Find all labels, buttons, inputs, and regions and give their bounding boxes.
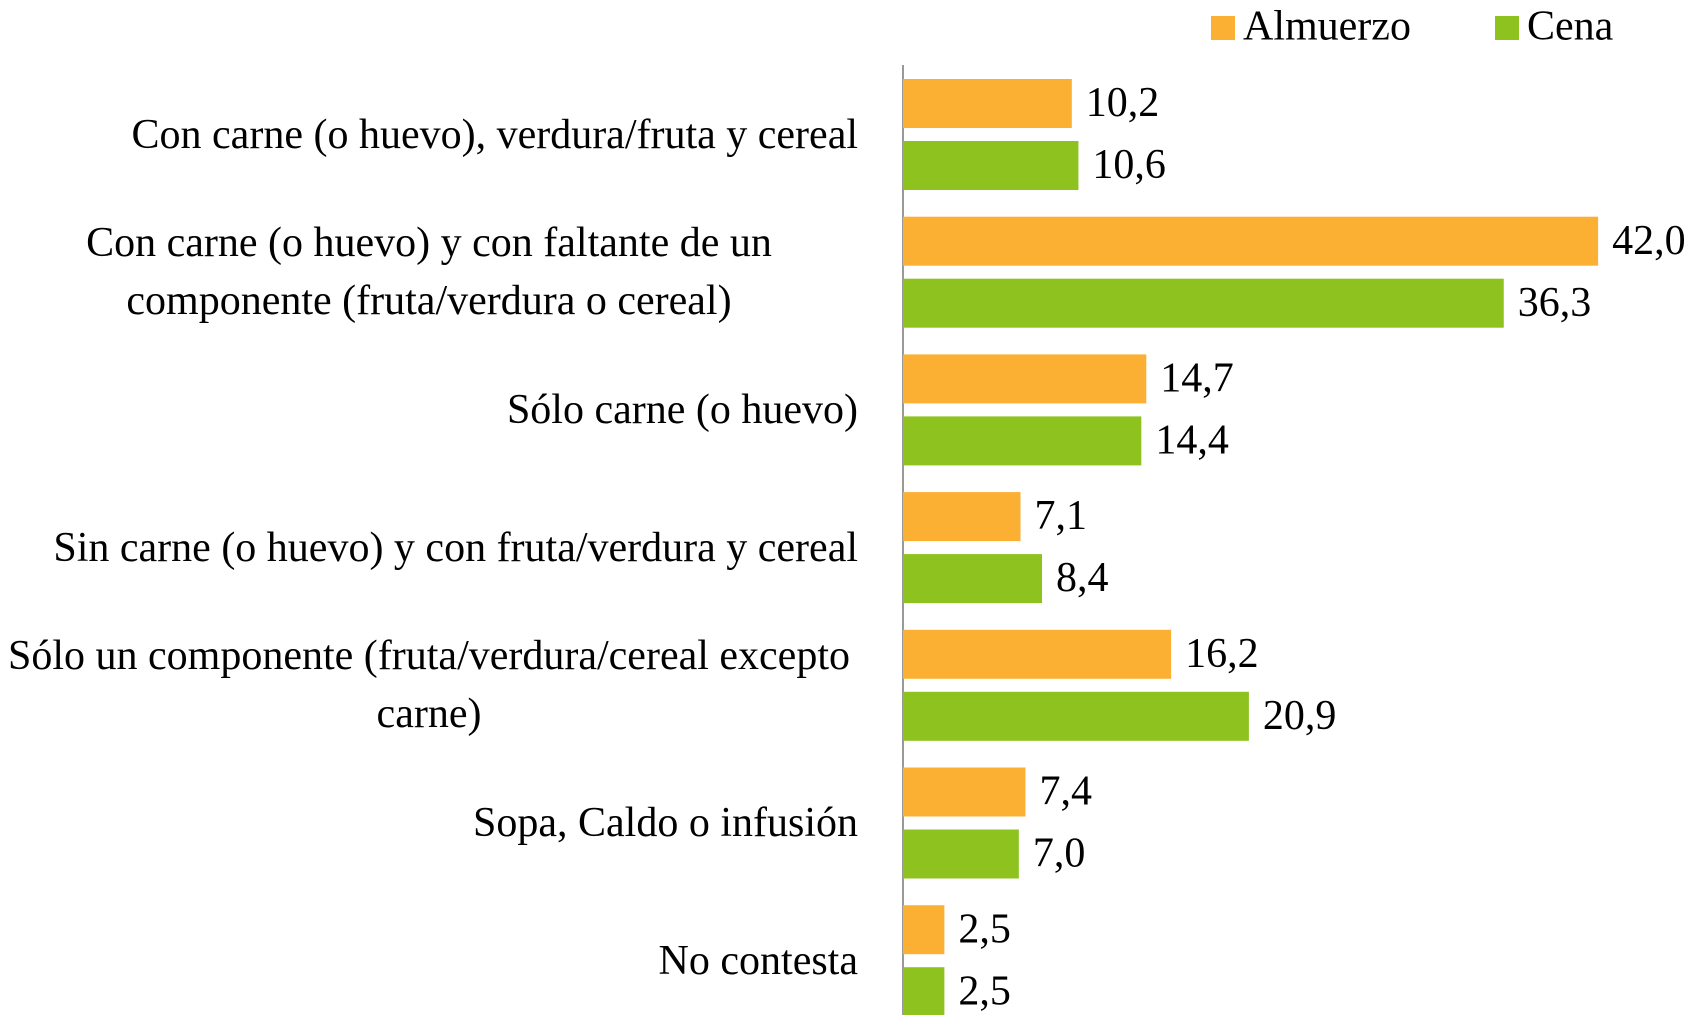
category-label: No contesta bbox=[658, 937, 858, 984]
category-label: Con carne (o huevo), verdura/fruta y cer… bbox=[131, 111, 858, 158]
bar bbox=[903, 829, 1019, 879]
category-label: Sopa, Caldo o infusión bbox=[473, 800, 858, 846]
bar bbox=[903, 967, 945, 1015]
bar bbox=[903, 492, 1021, 542]
value-label: 2,5 bbox=[958, 968, 1011, 1014]
bar bbox=[903, 905, 945, 955]
value-label: 42,0 bbox=[1612, 218, 1686, 264]
value-label: 14,4 bbox=[1155, 418, 1229, 464]
value-label: 7,4 bbox=[1039, 769, 1092, 815]
bar bbox=[903, 767, 1026, 817]
bar bbox=[903, 416, 1142, 466]
legend-swatch bbox=[1211, 16, 1235, 40]
value-label: 8,4 bbox=[1056, 555, 1109, 601]
value-label: 7,1 bbox=[1035, 493, 1088, 539]
category-label: Con carne (o huevo) y con faltante de un… bbox=[86, 220, 772, 325]
value-label: 36,3 bbox=[1518, 280, 1592, 326]
bar bbox=[903, 354, 1147, 404]
value-label: 2,5 bbox=[958, 906, 1011, 952]
bar bbox=[903, 79, 1072, 128]
bar bbox=[903, 554, 1043, 604]
category-label: Sin carne (o huevo) y con fruta/verdura … bbox=[53, 524, 858, 571]
bar bbox=[903, 216, 1599, 266]
legend-label: Almuerzo bbox=[1243, 4, 1411, 50]
value-label: 7,0 bbox=[1033, 831, 1086, 877]
value-label: 10,6 bbox=[1092, 142, 1166, 188]
legend-label: Cena bbox=[1527, 4, 1614, 50]
bar bbox=[903, 691, 1249, 741]
bar bbox=[903, 141, 1079, 190]
category-label: Sólo carne (o huevo) bbox=[506, 386, 858, 433]
bar bbox=[903, 629, 1172, 679]
legend-swatch bbox=[1495, 16, 1519, 40]
category-label: Sólo un componente (fruta/verdura/cereal… bbox=[8, 633, 850, 738]
value-label: 16,2 bbox=[1185, 631, 1259, 677]
value-label: 14,7 bbox=[1160, 356, 1234, 402]
bar bbox=[903, 278, 1504, 328]
value-label: 20,9 bbox=[1263, 693, 1337, 739]
value-label: 10,2 bbox=[1086, 80, 1160, 126]
